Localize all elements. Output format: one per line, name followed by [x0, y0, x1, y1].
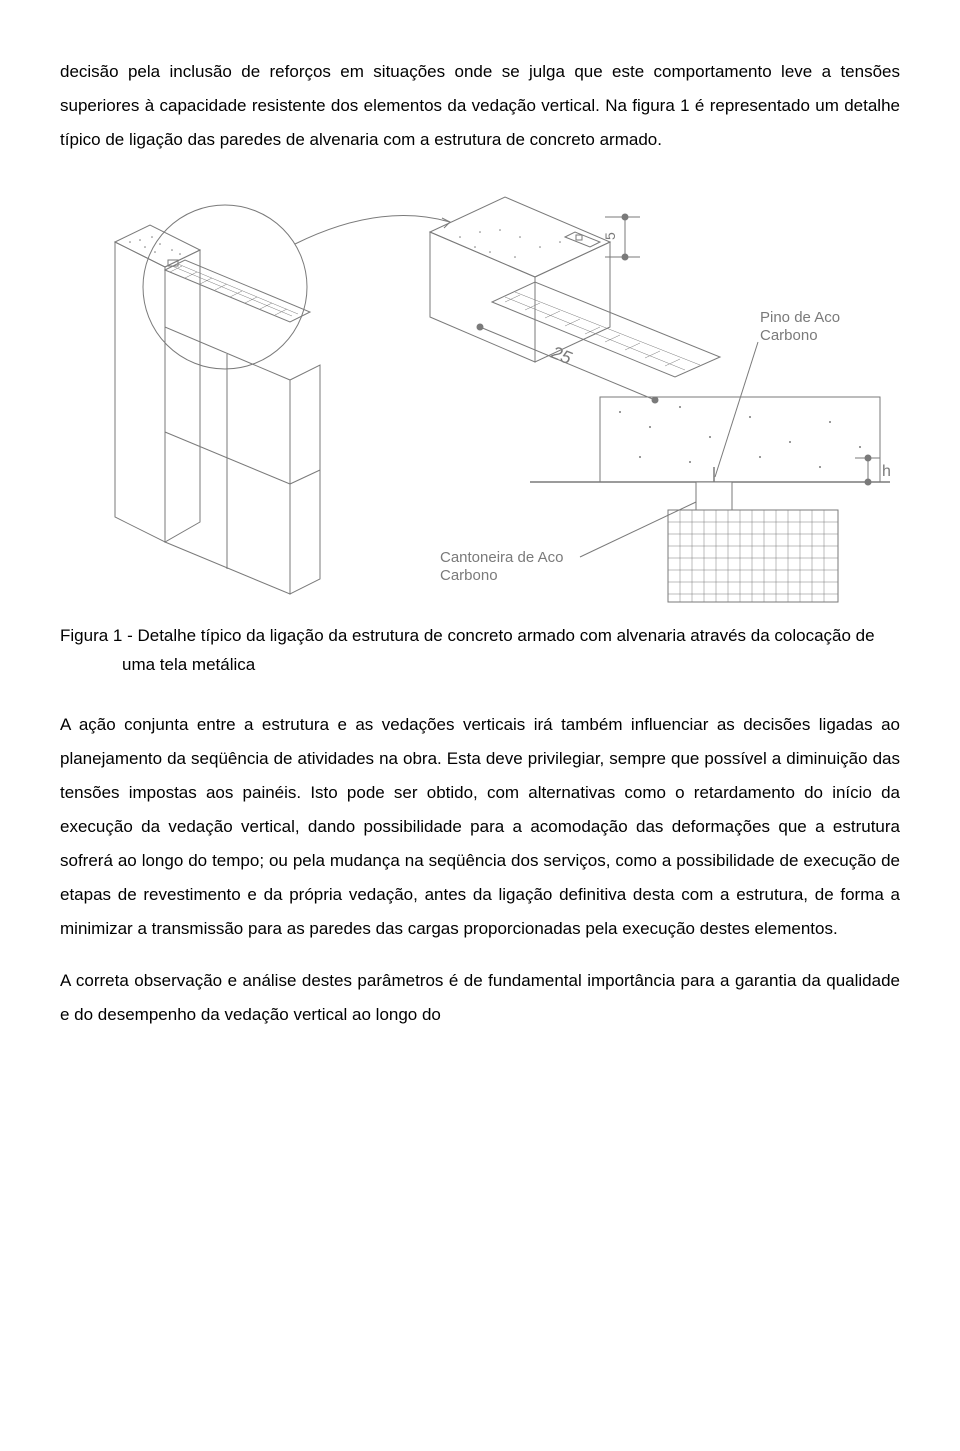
- label-pino-2: Carbono: [760, 327, 818, 344]
- dim-5-text: 5: [602, 232, 618, 240]
- figure-1-caption: Figura 1 - Detalhe típico da ligação da …: [122, 622, 900, 680]
- figure-1: 25 5 Pino de Aco Carbono: [60, 182, 900, 680]
- dim-h-text: h: [882, 463, 891, 480]
- figure-1-svg: 25 5 Pino de Aco Carbono: [60, 182, 900, 612]
- label-cantoneira-2: Carbono: [440, 567, 498, 584]
- paragraph-3: A correta observação e análise destes pa…: [60, 964, 900, 1032]
- label-cantoneira-1: Cantoneira de Aco: [440, 549, 563, 566]
- paragraph-1: decisão pela inclusão de reforços em sit…: [60, 55, 900, 157]
- paragraph-2: A ação conjunta entre a estrutura e as v…: [60, 708, 900, 946]
- label-pino-1: Pino de Aco: [760, 309, 840, 326]
